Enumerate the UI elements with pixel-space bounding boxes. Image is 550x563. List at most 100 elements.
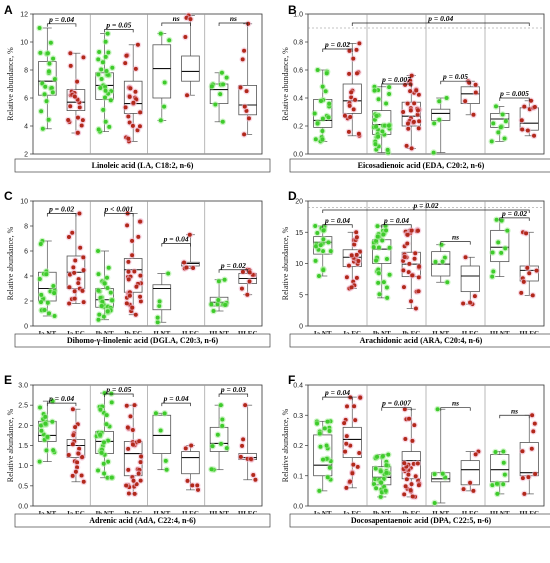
data-point — [46, 117, 51, 122]
data-point — [431, 150, 436, 155]
p-value-label: p = 0.02 — [413, 201, 439, 210]
data-point — [375, 224, 380, 229]
data-point — [320, 137, 325, 142]
data-point — [123, 61, 128, 66]
data-point — [110, 65, 115, 70]
data-point — [50, 90, 55, 95]
caption-box — [14, 513, 271, 528]
data-point — [415, 112, 420, 117]
data-point — [96, 317, 101, 322]
data-point — [348, 479, 353, 484]
y-tick-label: 2 — [24, 299, 28, 306]
data-point — [325, 419, 330, 424]
data-point — [385, 147, 390, 152]
data-point — [468, 480, 473, 485]
p-value-label: ns — [173, 14, 180, 23]
data-point — [126, 277, 131, 282]
data-point — [130, 253, 135, 258]
box-iii-nt — [208, 276, 230, 315]
panel-letter: A — [4, 3, 13, 17]
data-point — [126, 259, 131, 264]
data-point — [67, 285, 72, 290]
data-point — [240, 269, 245, 274]
data-point — [97, 312, 102, 317]
data-point — [155, 315, 160, 320]
bracket-line — [218, 22, 249, 26]
data-point — [534, 268, 539, 273]
data-point — [432, 472, 437, 477]
data-point — [43, 414, 48, 419]
data-point — [73, 258, 78, 263]
box-ia-ec — [341, 40, 363, 140]
data-point — [131, 478, 136, 483]
data-point — [328, 249, 333, 254]
data-point — [45, 51, 50, 56]
data-point — [376, 271, 381, 276]
bracket-line — [161, 22, 191, 26]
iqr-box — [152, 44, 172, 99]
data-point — [96, 249, 101, 253]
data-point — [80, 118, 85, 123]
data-point — [519, 118, 524, 123]
y-tick-label: 10 — [295, 261, 303, 268]
y-tick-label: 4 — [24, 124, 28, 131]
data-point — [68, 51, 73, 56]
data-point — [533, 472, 538, 477]
data-point — [387, 245, 392, 250]
iqr-box — [209, 426, 229, 452]
data-point — [130, 305, 135, 310]
data-point — [242, 48, 247, 53]
data-point — [313, 224, 318, 228]
data-point — [501, 449, 506, 454]
data-point — [439, 242, 444, 247]
data-point — [210, 444, 215, 449]
p-value-label: p = 0.02 — [324, 40, 350, 49]
data-point — [406, 126, 411, 131]
significance-bracket: p = 0.005 — [499, 89, 530, 101]
data-point — [222, 277, 227, 282]
box-ii-ec — [181, 442, 202, 494]
data-point — [489, 139, 494, 144]
data-point — [401, 268, 406, 273]
data-point — [78, 245, 83, 250]
data-point — [43, 84, 48, 89]
data-point — [66, 118, 71, 123]
data-point — [136, 234, 141, 239]
data-point — [240, 443, 245, 448]
data-point — [81, 300, 86, 305]
data-point — [351, 107, 356, 112]
data-point — [495, 491, 500, 496]
box-ib-nt — [94, 30, 116, 135]
box-ii-nt — [152, 30, 173, 124]
data-point — [38, 423, 43, 428]
panel-letter: D — [288, 189, 297, 203]
data-point — [187, 232, 192, 237]
iqr-box — [181, 451, 200, 475]
data-point — [401, 110, 406, 115]
data-point — [66, 452, 71, 457]
data-point — [79, 123, 84, 128]
data-point — [318, 98, 323, 103]
data-point — [106, 50, 111, 55]
data-point — [412, 101, 417, 106]
data-point — [405, 232, 410, 237]
data-point — [123, 105, 128, 110]
data-point — [381, 280, 386, 285]
data-point — [350, 471, 355, 476]
y-tick-label: 0.8 — [293, 40, 303, 47]
y-tick-label: 0 — [24, 324, 28, 331]
significance-bracket: p = 0.05 — [104, 385, 134, 397]
data-point — [354, 235, 359, 240]
data-point — [125, 425, 130, 430]
data-point — [379, 480, 384, 485]
data-point — [356, 131, 361, 136]
box-ib-nt — [94, 247, 116, 324]
data-point — [357, 41, 362, 46]
box-iii-ec — [517, 228, 540, 299]
data-point — [98, 86, 103, 91]
data-point — [358, 395, 363, 400]
data-point — [185, 478, 190, 483]
data-point — [408, 89, 413, 94]
p-value-label: p = 0.02 — [48, 205, 74, 214]
